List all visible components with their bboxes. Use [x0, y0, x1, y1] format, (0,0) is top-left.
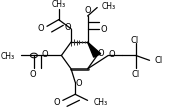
Text: O: O: [53, 97, 60, 106]
Text: O: O: [108, 49, 115, 58]
Polygon shape: [88, 43, 101, 58]
Text: O: O: [97, 48, 104, 57]
Text: O: O: [42, 49, 48, 58]
Text: O: O: [100, 25, 107, 34]
Text: Cl: Cl: [154, 56, 163, 65]
Text: O: O: [30, 69, 37, 78]
Text: Cl: Cl: [132, 69, 140, 78]
Text: CH₃: CH₃: [102, 2, 116, 11]
Text: O: O: [37, 24, 44, 33]
Text: O: O: [75, 79, 82, 87]
Text: O: O: [65, 23, 72, 32]
Text: CH₃: CH₃: [94, 97, 108, 106]
Text: O: O: [84, 6, 91, 15]
Text: CH₃: CH₃: [52, 0, 66, 9]
Text: CH₃: CH₃: [1, 52, 15, 60]
Text: Cl: Cl: [131, 35, 139, 44]
